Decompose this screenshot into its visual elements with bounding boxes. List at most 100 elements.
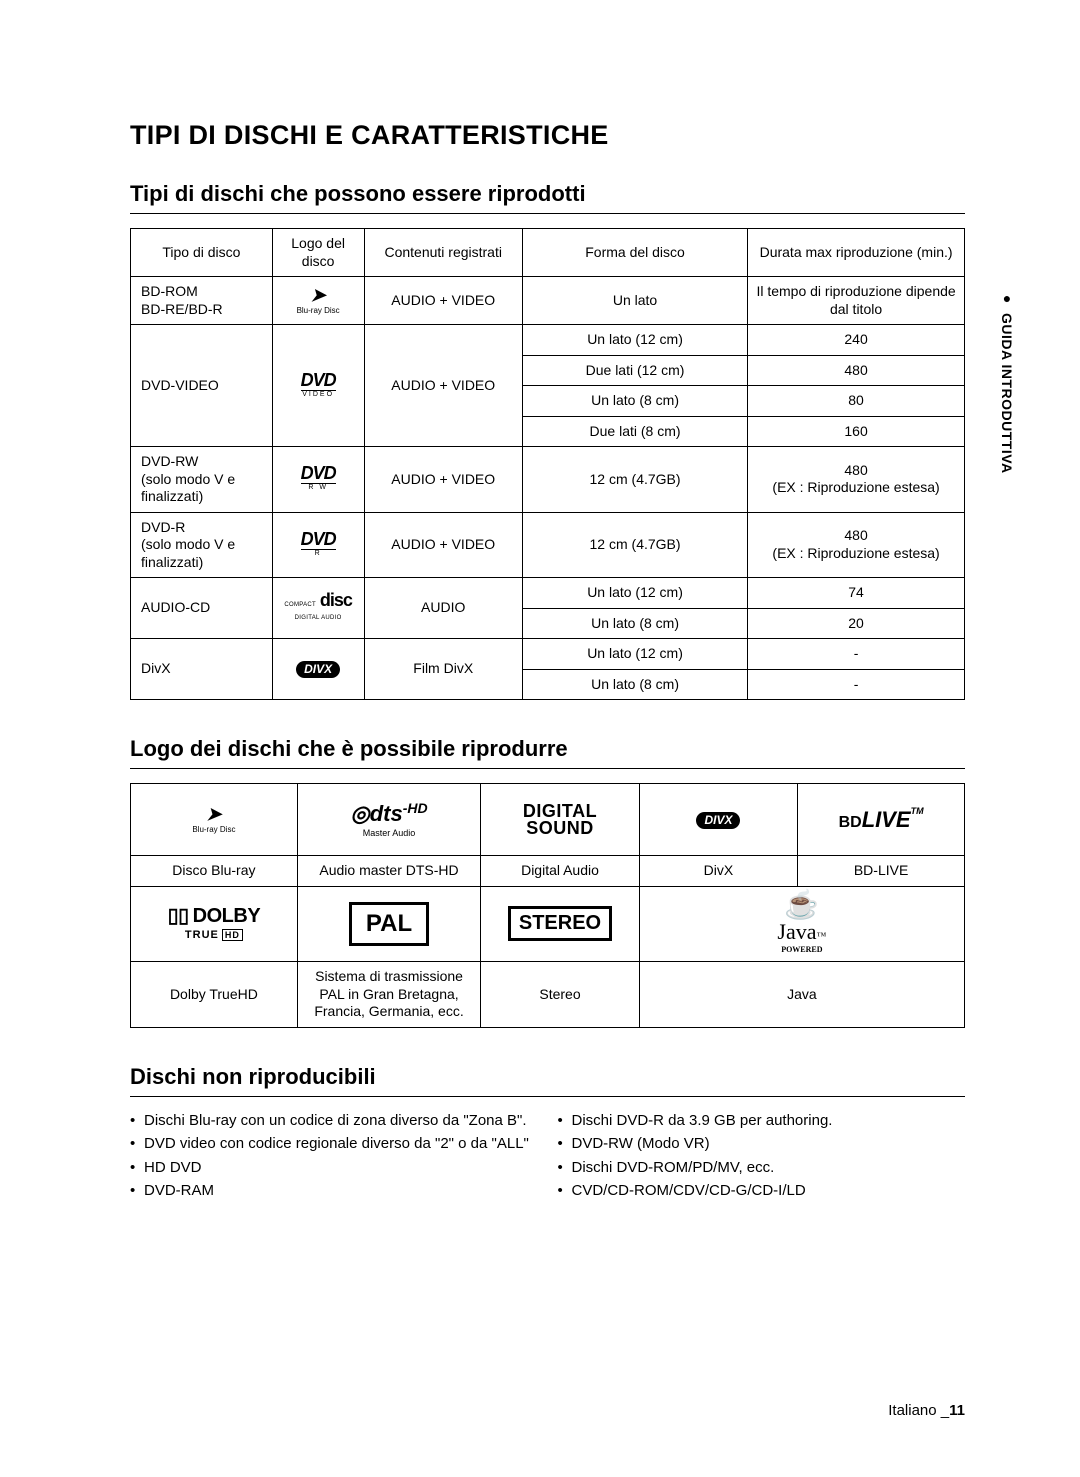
cell-duration: Il tempo di riproduzione dipende dal tit…: [748, 277, 965, 325]
stereo-logo-icon: STEREO: [508, 906, 612, 941]
cell-content: AUDIO + VIDEO: [364, 325, 522, 447]
logo-cell: PAL: [297, 886, 480, 962]
table-row: Disco Blu-ray Audio master DTS-HD Digita…: [131, 856, 965, 887]
cell-content: AUDIO + VIDEO: [364, 277, 522, 325]
list-item: DVD-RW (Modo VR): [558, 1134, 966, 1154]
logo-cell: DIGITALSOUND: [481, 784, 639, 856]
footer-page-number: 11: [949, 1402, 965, 1419]
logo-cell: ▯▯DOLBY TRUEHD: [131, 886, 298, 962]
table-row: ➤Blu-ray Disc ◎dts-HD Master Audio DIGIT…: [131, 784, 965, 856]
cell-label: Digital Audio: [481, 856, 639, 887]
cell-label: BD-LIVE: [798, 856, 965, 887]
cell-form: Due lati (8 cm): [522, 416, 747, 447]
logo-cell: BDLIVETM: [798, 784, 965, 856]
cell-content: Film DivX: [364, 639, 522, 700]
logo-cell: STEREO: [481, 886, 639, 962]
th-content: Contenuti registrati: [364, 229, 522, 277]
section-heading-not-playable: Dischi non riproducibili: [130, 1064, 965, 1097]
cell-form: Un lato (12 cm): [522, 639, 747, 670]
side-tab: GUIDA INTRODUTTIVA: [999, 290, 1015, 473]
bluray-logo-icon: ➤Blu-ray Disc: [192, 803, 235, 836]
section-heading-logo-list: Logo dei dischi che è possibile riprodur…: [130, 736, 965, 769]
divx-logo-icon: DIVX: [296, 661, 340, 678]
cell-form: Un lato (8 cm): [522, 669, 747, 700]
cell-form: Un lato (12 cm): [522, 578, 747, 609]
bullet-column-left: Dischi Blu-ray con un codice di zona div…: [130, 1111, 538, 1205]
cell-form: 12 cm (4.7GB): [522, 512, 747, 578]
cell-label: Stereo: [481, 962, 639, 1028]
dvd-rw-logo-icon: DVDR W: [275, 466, 362, 493]
dolby-logo-icon: ▯▯DOLBY: [168, 905, 261, 927]
table-row: AUDIO-CD COMPACT disc DIGITAL AUDIO AUDI…: [131, 578, 965, 609]
th-duration: Durata max riproduzione (min.): [748, 229, 965, 277]
cell-form: Due lati (12 cm): [522, 355, 747, 386]
logo-cell: ☕ Java™ POWERED: [639, 886, 964, 962]
table-row: Dolby TrueHD Sistema di trasmissione PAL…: [131, 962, 965, 1028]
table-row: DVD-R (solo modo V e finalizzati) DVDR A…: [131, 512, 965, 578]
cell-label: Sistema di trasmissione PAL in Gran Bret…: [297, 962, 480, 1028]
bdlive-logo-icon: BDLIVETM: [839, 807, 924, 832]
logo-cell: ➤Blu-ray Disc: [131, 784, 298, 856]
cell-form: Un lato: [522, 277, 747, 325]
cell-duration: -: [748, 639, 965, 670]
footer-language: Italiano _: [888, 1402, 949, 1419]
table-row: ▯▯DOLBY TRUEHD PAL STEREO ☕ Java™ POWERE…: [131, 886, 965, 962]
cell-label: Audio master DTS-HD: [297, 856, 480, 887]
cell-duration: -: [748, 669, 965, 700]
dts-hd-logo-icon: ◎dts-HD: [350, 801, 427, 826]
cell-form: Un lato (12 cm): [522, 325, 747, 356]
cell-logo: DVDR W: [272, 447, 364, 513]
cell-type: AUDIO-CD: [131, 578, 273, 639]
table-row: BD-ROM BD-RE/BD-R ➤Blu-ray Disc AUDIO + …: [131, 277, 965, 325]
cell-label: Java: [639, 962, 964, 1028]
cell-label: Disco Blu-ray: [131, 856, 298, 887]
cell-content: AUDIO + VIDEO: [364, 512, 522, 578]
cell-type: DVD-RW (solo modo V e finalizzati): [131, 447, 273, 513]
java-logo-icon: ☕ Java™ POWERED: [646, 893, 958, 956]
cell-content: AUDIO: [364, 578, 522, 639]
cell-label: DivX: [639, 856, 797, 887]
th-logo: Logo del disco: [272, 229, 364, 277]
cell-form: Un lato (8 cm): [522, 386, 747, 417]
th-form: Forma del disco: [522, 229, 747, 277]
cell-form: Un lato (8 cm): [522, 608, 747, 639]
pal-logo-icon: PAL: [349, 902, 429, 946]
page-title: TIPI DI DISCHI E CARATTERISTICHE: [130, 120, 965, 151]
cell-duration: 480: [748, 355, 965, 386]
compact-disc-logo-icon: COMPACT disc DIGITAL AUDIO: [275, 592, 362, 622]
cell-duration: 160: [748, 416, 965, 447]
table-row: DVD-VIDEO DVDVIDEO AUDIO + VIDEO Un lato…: [131, 325, 965, 356]
section-heading-disc-types: Tipi di dischi che possono essere riprod…: [130, 181, 965, 214]
cell-duration: 480 (EX : Riproduzione estesa): [748, 447, 965, 513]
manual-page: GUIDA INTRODUTTIVA TIPI DI DISCHI E CARA…: [0, 0, 1080, 1477]
list-item: Dischi DVD-R da 3.9 GB per authoring.: [558, 1111, 966, 1131]
list-item: HD DVD: [130, 1158, 538, 1178]
cell-type: DVD-VIDEO: [131, 325, 273, 447]
list-item: Dischi Blu-ray con un codice di zona div…: [130, 1111, 538, 1131]
logo-cell: ◎dts-HD Master Audio: [297, 784, 480, 856]
cell-duration: 20: [748, 608, 965, 639]
cell-duration: 480 (EX : Riproduzione estesa): [748, 512, 965, 578]
list-item: DVD-RAM: [130, 1181, 538, 1201]
table-header-row: Tipo di disco Logo del disco Contenuti r…: [131, 229, 965, 277]
dts-sub-label: Master Audio: [304, 828, 474, 839]
list-item: DVD video con codice regionale diverso d…: [130, 1134, 538, 1154]
table-row: DVD-RW (solo modo V e finalizzati) DVDR …: [131, 447, 965, 513]
logo-grid-table: ➤Blu-ray Disc ◎dts-HD Master Audio DIGIT…: [130, 783, 965, 1028]
cell-logo: DVDVIDEO: [272, 325, 364, 447]
cell-type: BD-ROM BD-RE/BD-R: [131, 277, 273, 325]
cell-duration: 80: [748, 386, 965, 417]
table-row: DivX DIVX Film DivX Un lato (12 cm) -: [131, 639, 965, 670]
cell-logo: COMPACT disc DIGITAL AUDIO: [272, 578, 364, 639]
divx-logo-icon: DIVX: [696, 812, 740, 829]
cell-form: 12 cm (4.7GB): [522, 447, 747, 513]
cell-content: AUDIO + VIDEO: [364, 447, 522, 513]
list-item: Dischi DVD-ROM/PD/MV, ecc.: [558, 1158, 966, 1178]
dvd-video-logo-icon: DVDVIDEO: [275, 373, 362, 400]
cell-logo: DIVX: [272, 639, 364, 700]
logo-cell: DIVX: [639, 784, 797, 856]
digital-sound-logo-icon: DIGITALSOUND: [487, 803, 632, 835]
list-item: CVD/CD-ROM/CDV/CD-G/CD-I/LD: [558, 1181, 966, 1201]
bullet-column-right: Dischi DVD-R da 3.9 GB per authoring. DV…: [558, 1111, 966, 1205]
dolby-truehd-label: TRUEHD: [137, 929, 291, 943]
